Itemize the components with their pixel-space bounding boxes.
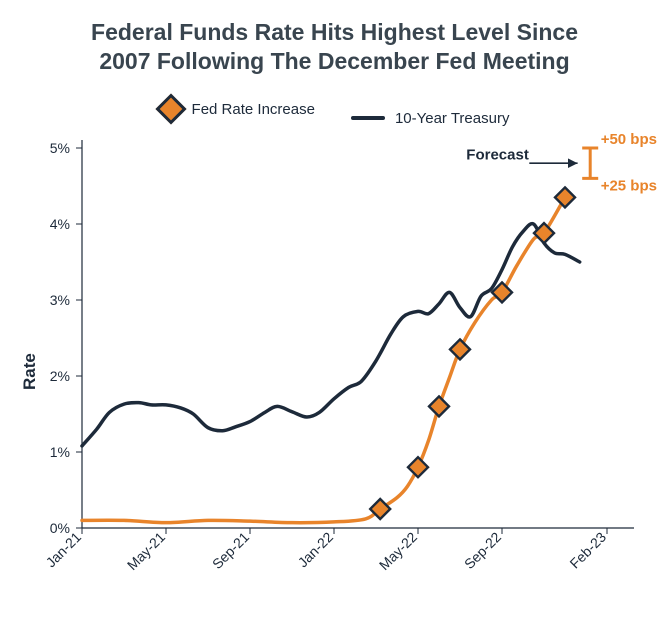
y-tick-label: 3% bbox=[50, 292, 70, 308]
x-tick-label: Sep-22 bbox=[461, 529, 504, 572]
y-tick-label: 5% bbox=[50, 140, 70, 156]
x-tick-label: Sep-21 bbox=[209, 529, 252, 572]
forecast-label: Forecast bbox=[466, 146, 529, 163]
fed-rate-line bbox=[82, 197, 565, 522]
x-tick-label: May-21 bbox=[124, 529, 168, 573]
y-tick-label: 2% bbox=[50, 368, 70, 384]
forecast-upper-label: +50 bps bbox=[601, 131, 657, 148]
y-tick-label: 1% bbox=[50, 444, 70, 460]
treasury-line bbox=[82, 224, 580, 446]
chart-svg: 0%1%2%3%4%5%Jan-21May-21Sep-21Jan-22May-… bbox=[0, 0, 669, 628]
rate-hike-marker bbox=[450, 339, 470, 359]
forecast-lower-label: +25 bps bbox=[601, 178, 657, 195]
rate-hike-marker bbox=[408, 457, 428, 477]
y-tick-label: 4% bbox=[50, 216, 70, 232]
x-tick-label: Feb-23 bbox=[566, 529, 609, 572]
x-tick-label: May-22 bbox=[376, 529, 420, 573]
chart-container: { "title": { "line1": "Federal Funds Rat… bbox=[0, 0, 669, 628]
x-tick-label: Jan-22 bbox=[295, 529, 337, 571]
rate-hike-marker bbox=[555, 187, 575, 207]
rate-hike-marker bbox=[429, 396, 449, 416]
